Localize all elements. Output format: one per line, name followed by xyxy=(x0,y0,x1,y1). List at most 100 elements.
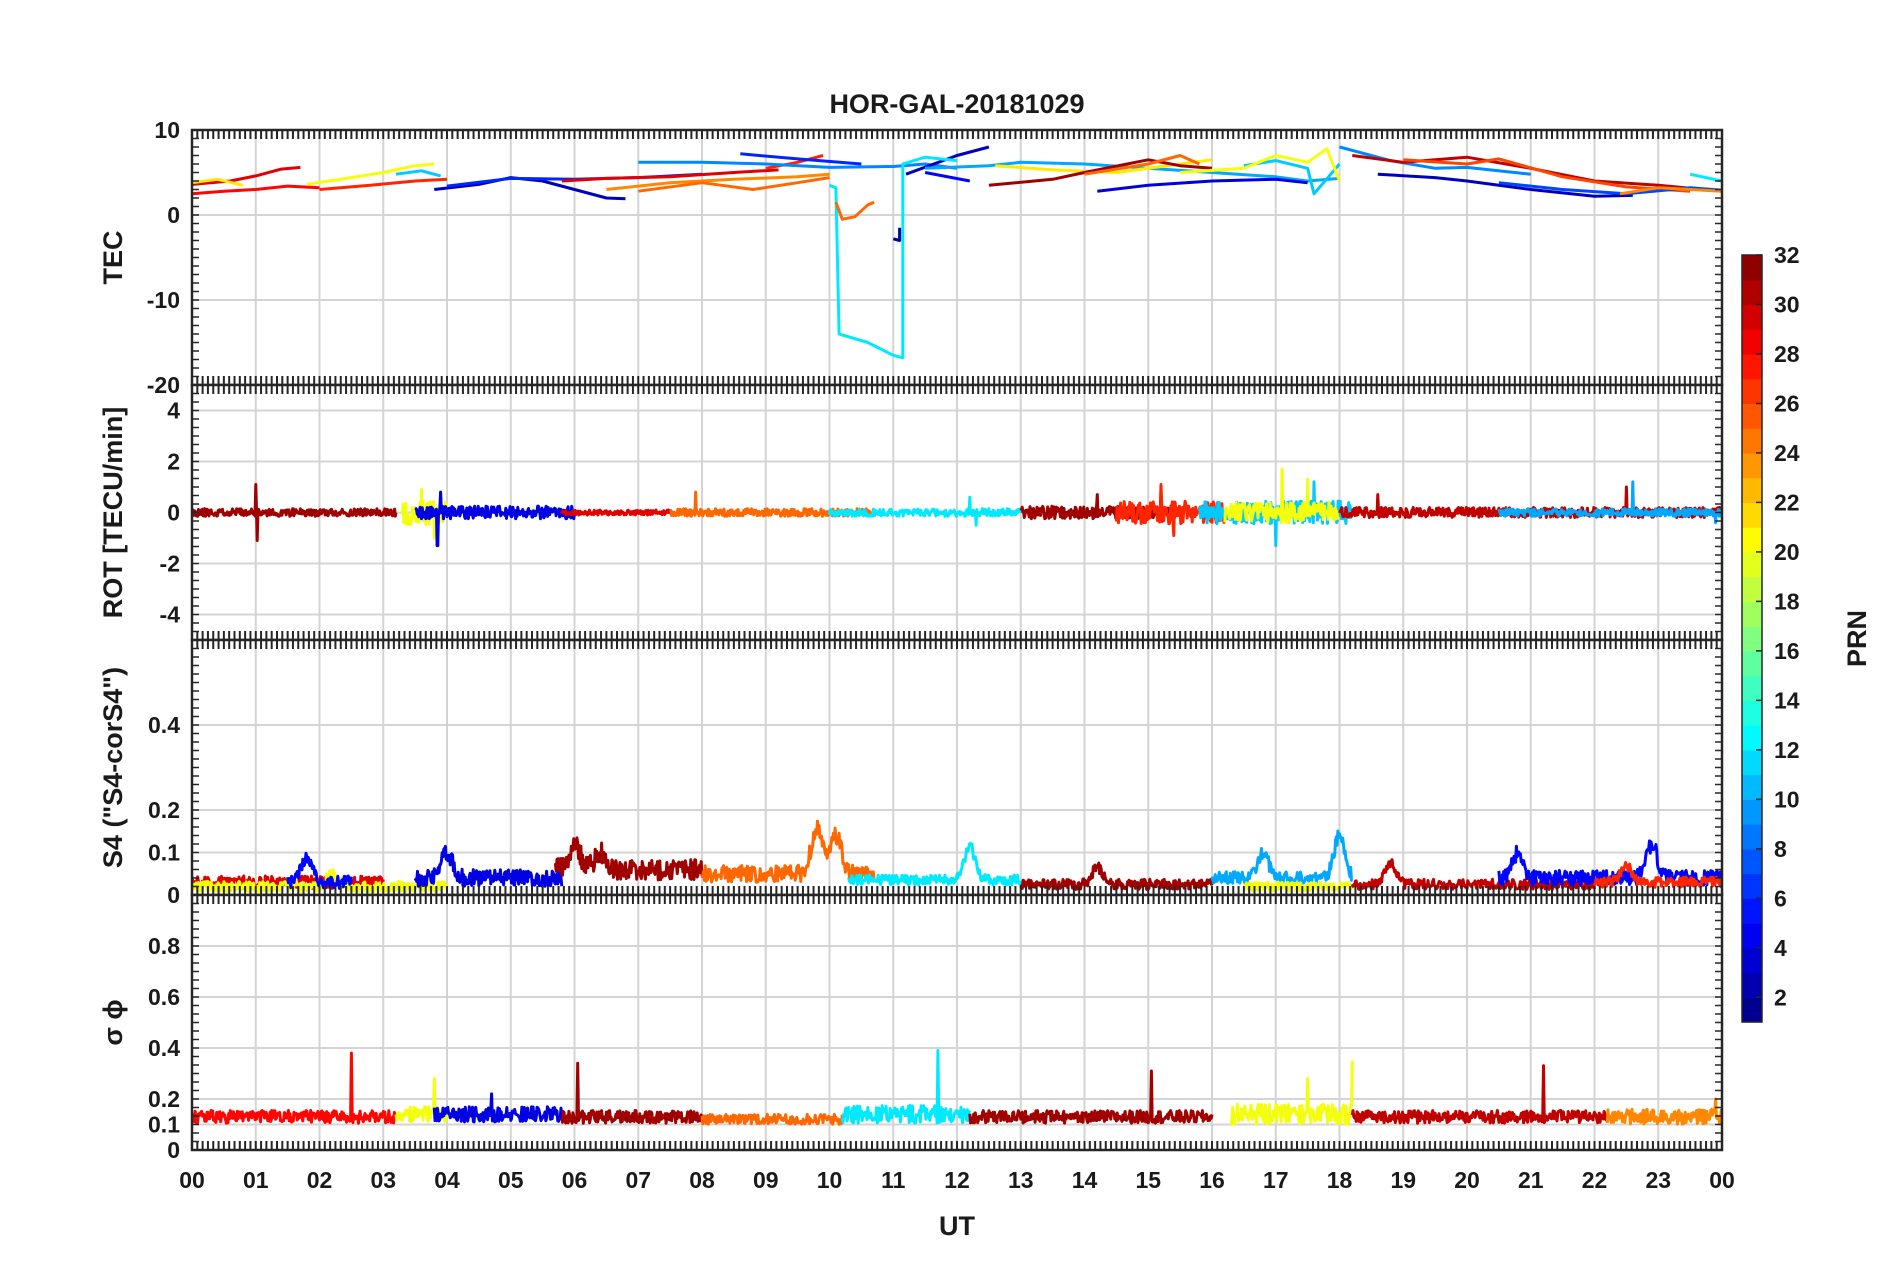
colorbar-segment xyxy=(1742,749,1762,776)
series-line-prn-5 xyxy=(924,171,971,183)
y-tick-label: 0.2 xyxy=(148,1086,180,1112)
grid xyxy=(191,895,1723,1151)
x-tick-label: 03 xyxy=(370,1167,396,1193)
x-tick-label: 18 xyxy=(1327,1167,1353,1193)
colorbar-tick-label: 20 xyxy=(1774,539,1800,565)
series-line-prn-4 xyxy=(432,1092,564,1124)
series-line-prn-6 xyxy=(740,152,862,166)
x-tick-label: 16 xyxy=(1199,1167,1225,1193)
y-tick-label: 0 xyxy=(167,882,180,908)
colorbar-tick-label: 16 xyxy=(1774,638,1800,664)
x-tick-label: 01 xyxy=(243,1167,269,1193)
colorbar-segment xyxy=(1742,972,1762,998)
series-line-prn-3 xyxy=(905,145,990,176)
series-line-prn-21 xyxy=(995,158,1213,174)
series-line-prn-9 xyxy=(1339,145,1531,176)
series-line-prn-31 xyxy=(1019,493,1181,521)
y-tick-label: 0 xyxy=(167,500,180,526)
x-tick-label: 04 xyxy=(434,1167,460,1193)
colorbar-tick-label: 26 xyxy=(1774,390,1800,416)
chart-title: HOR-GAL-20181029 xyxy=(829,89,1084,119)
series-line-prn-25 xyxy=(700,1112,844,1126)
y-tick-label: 0.4 xyxy=(148,1035,180,1061)
y-tick-label: -2 xyxy=(160,551,180,577)
series-line-prn-20 xyxy=(1242,880,1354,893)
colorbar-segment xyxy=(1742,873,1762,899)
x-tick-label: 20 xyxy=(1454,1167,1480,1193)
series-line-prn-25 xyxy=(834,200,875,221)
series-line-prn-30 xyxy=(1350,1064,1609,1125)
series-line-prn-2 xyxy=(892,227,902,242)
y-tick-label: 0 xyxy=(167,1137,180,1163)
colorbar-tick-label: 2 xyxy=(1774,984,1787,1010)
panel-tec: -20 -10 0 10 TEC xyxy=(98,117,1724,398)
x-tick-label: 12 xyxy=(944,1167,970,1193)
y-tick-label: 0.8 xyxy=(148,933,180,959)
series-line-prn-25 xyxy=(1084,154,1200,176)
y-axis-label: σ ϕ xyxy=(98,999,128,1045)
y-tick-label: 0.6 xyxy=(148,984,180,1010)
series-line-prn-3 xyxy=(434,176,626,201)
x-tick-label: 17 xyxy=(1263,1167,1289,1193)
series-line-prn-29 xyxy=(560,508,672,517)
y-tick-label: 10 xyxy=(154,117,180,143)
series-line-prn-27 xyxy=(765,154,824,170)
x-tick-label: 08 xyxy=(689,1167,715,1193)
x-tick-label: 07 xyxy=(625,1167,651,1193)
colorbar-segment xyxy=(1742,997,1762,1023)
x-tick-label: 21 xyxy=(1518,1167,1544,1193)
colorbar-tick-label: 6 xyxy=(1774,885,1787,911)
series-line-prn-25 xyxy=(638,176,830,193)
colorbar-segment xyxy=(1742,848,1762,875)
series-line-prn-9 xyxy=(638,160,958,170)
colorbar-tick-label: 28 xyxy=(1774,341,1800,367)
x-tick-label: 11 xyxy=(881,1167,906,1193)
series-line-prn-25 xyxy=(700,819,876,884)
series-group xyxy=(192,145,1722,360)
y-tick-label: 4 xyxy=(167,398,180,424)
colorbar-segment xyxy=(1742,378,1762,405)
series-group xyxy=(192,467,1722,548)
minor-ticks xyxy=(191,639,1723,896)
colorbar-segment xyxy=(1742,477,1762,504)
x-tick-label: 05 xyxy=(498,1167,524,1193)
colorbar-segment xyxy=(1742,700,1762,726)
x-tick-label: 02 xyxy=(307,1167,333,1193)
series-line-prn-11 xyxy=(395,169,441,178)
colorbar-segment xyxy=(1742,353,1762,380)
x-tick-label: 13 xyxy=(1008,1167,1034,1193)
series-line-prn-12 xyxy=(828,495,1023,527)
colorbar-segment xyxy=(1742,898,1762,924)
minor-ticks xyxy=(191,384,1723,641)
y-tick-label: 0.2 xyxy=(148,797,180,823)
panel-rot: -4 -2 0 2 4 ROT [TECU/min] xyxy=(98,383,1724,642)
colorbar-tick-label: 32 xyxy=(1774,242,1800,268)
colorbar-tick-label: 8 xyxy=(1774,836,1787,862)
series-line-prn-24 xyxy=(1605,1097,1722,1126)
colorbar-segment xyxy=(1742,329,1762,355)
colorbar-tick-label: 30 xyxy=(1774,291,1800,317)
colorbar-segment xyxy=(1742,774,1762,800)
colorbar-tick-label: 14 xyxy=(1774,687,1800,713)
series-line-prn-27 xyxy=(319,177,448,191)
y-tick-label: 0.4 xyxy=(148,712,180,738)
series-line-prn-24 xyxy=(606,172,830,191)
series-line-prn-21 xyxy=(192,177,244,187)
series-line-prn-11 xyxy=(1243,159,1341,196)
series-line-prn-12 xyxy=(828,155,958,360)
colorbar-label: PRN xyxy=(1842,610,1872,667)
x-tick-label: 09 xyxy=(753,1167,779,1193)
x-axis-label: UT xyxy=(939,1211,975,1241)
series-line-prn-27 xyxy=(1593,861,1722,889)
panel-s4: 0 0.1 0.2 0.4 S4 ("S4-corS4") xyxy=(98,638,1724,908)
x-tick-labels: 00 01 02 03 04 05 06 07 08 09 10 11 12 13 14 15 16 17 18 19… xyxy=(179,1167,1735,1193)
panel-sigma_phi: 00.10.2 0.4 0.6 0.8 σ ϕ xyxy=(98,893,1724,1163)
series-group xyxy=(192,819,1722,893)
colorbar-segment xyxy=(1742,824,1762,850)
x-tick-label: 00 xyxy=(179,1167,205,1193)
colorbar-segment xyxy=(1742,551,1762,578)
